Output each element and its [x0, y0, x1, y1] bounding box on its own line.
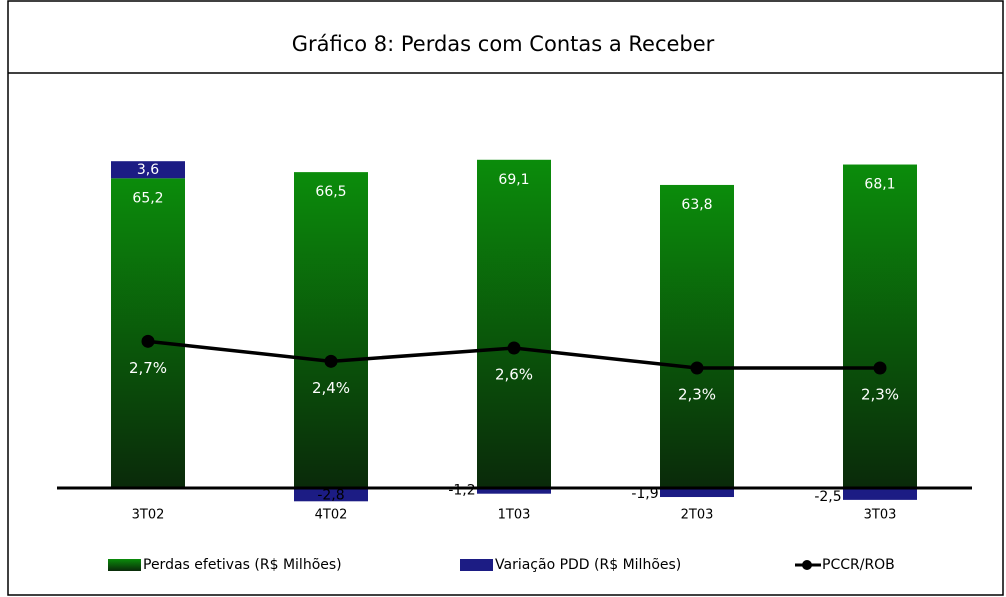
value-label: 68,1 [864, 177, 895, 193]
x-tick-label: 4T02 [315, 508, 348, 523]
value-label: -2,8 [317, 487, 344, 503]
x-tick-label: 2T03 [681, 508, 714, 523]
bar [843, 488, 917, 500]
line-point [690, 361, 704, 375]
legend-swatch [802, 560, 812, 570]
value-label: 3,6 [137, 162, 159, 178]
value-label: 69,1 [498, 172, 529, 188]
value-label: 63,8 [681, 197, 712, 213]
value-label: -2,5 [814, 489, 841, 505]
line-point [141, 334, 155, 348]
bar [477, 488, 551, 494]
bar [477, 159, 551, 488]
bar [660, 184, 734, 488]
value-label: 2,4% [312, 379, 350, 397]
value-label: -1,2 [448, 483, 475, 499]
bar [111, 178, 185, 489]
chart-title: Gráfico 8: Perdas com Contas a Receber [292, 32, 715, 56]
bar [660, 488, 734, 498]
value-label: 66,5 [315, 184, 346, 200]
x-tick-label: 1T03 [498, 508, 531, 523]
value-label: 2,3% [678, 386, 716, 404]
value-label: -1,9 [631, 486, 658, 502]
line-point [324, 354, 338, 368]
legend-label: PCCR/ROB [822, 557, 895, 573]
value-label: 65,2 [132, 190, 163, 206]
legend-label: Perdas efetivas (R$ Milhões) [143, 557, 342, 573]
legend-swatch [108, 559, 141, 571]
frame [7, 0, 1004, 596]
legend-swatch [460, 559, 493, 571]
line-point [873, 361, 887, 375]
bar [843, 164, 917, 488]
value-label: 2,6% [495, 366, 533, 384]
bar [294, 172, 368, 488]
line-point [507, 341, 521, 355]
value-label: 2,7% [129, 359, 167, 377]
legend-label: Variação PDD (R$ Milhões) [495, 557, 681, 573]
bar [111, 161, 185, 179]
x-tick-label: 3T03 [864, 508, 897, 523]
x-tick-label: 3T02 [132, 508, 165, 523]
bar [294, 488, 368, 502]
value-label: 2,3% [861, 386, 899, 404]
